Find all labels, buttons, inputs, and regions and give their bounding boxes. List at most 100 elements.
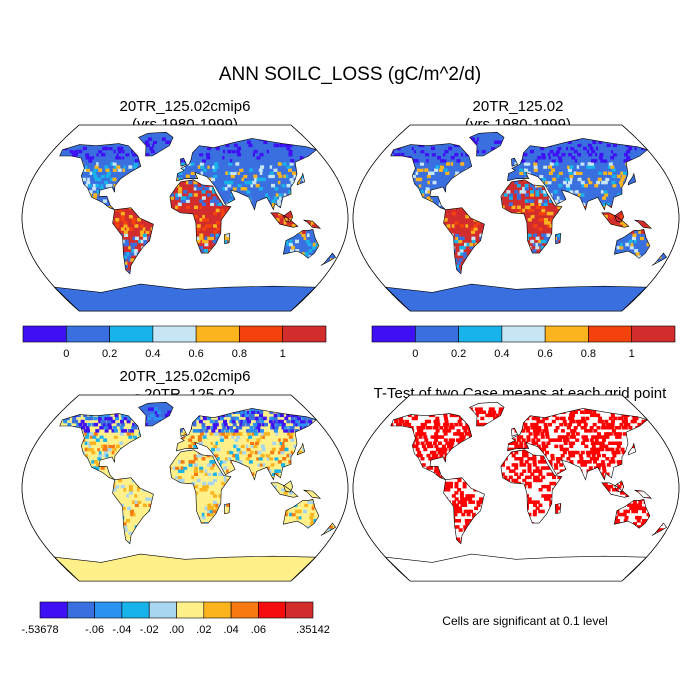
colorbar-3-label: .00 [169,624,184,636]
map-3-uk-coast [180,427,188,437]
map-3-new-guinea [303,490,321,499]
colorbar-1-label: 0.8 [232,348,247,360]
map-2-new-guinea-coast [634,219,653,229]
map-4-new-guinea-coast [634,489,653,499]
map-2-borneo [614,210,624,223]
map-2-africa-coast [500,179,563,254]
colorbar-2-bin [588,325,633,343]
map-3-south-america-coast [112,477,154,545]
colorbar-3-label: .35142 [296,624,330,636]
colorbar-3-bin [258,601,286,619]
map-3-australia [283,499,319,529]
colorbar-3-bin [67,601,95,619]
colorbar-2-bin [414,325,459,343]
colorbar-3-bin [94,601,123,619]
map-2-greenland-coast [469,131,505,157]
colorbar-3-bin [285,601,314,619]
significance-note: Cells are significant at 0.1 level [442,614,608,628]
map-3-antarctica-coast [53,553,317,582]
map-1-japan-coast [296,172,306,186]
main-title: ANN SOILC_LOSS (gC/m^2/d) [218,64,482,85]
map-3-borneo-coast [283,480,294,493]
map-1-uk-coast [180,157,188,167]
map-1-north-america [59,143,141,210]
colorbar-2-bin [371,325,416,343]
colorbar-1-bin [282,325,327,343]
map-2-madagascar-coast [555,233,562,245]
map-3-greenland-coast [138,401,174,427]
map-4-indonesia-coast [601,482,630,498]
map-2-australia-coast [613,229,651,259]
colorbar-3-bin [203,601,232,619]
map-3-north-america-coast [59,413,142,480]
map-1-new-zealand-coast [320,252,337,266]
colorbar-3-label: -.02 [140,624,159,636]
colorbar-3-bin [230,601,259,619]
colorbar-2-label: 0 [412,348,418,360]
map-4-japan-coast [627,442,637,456]
map-1-new-guinea-coast [303,219,322,229]
colorbar-2-label: 0.6 [537,348,552,360]
map-1-indonesia-coast [270,212,299,228]
map-1-north-america-coast [59,143,142,210]
map-1-africa-coast [169,179,232,254]
map-1-new-zealand [320,253,336,266]
colorbar-1-bin [109,325,154,343]
colorbar-3-bin [148,601,177,619]
colorbar-1-bin [195,325,240,343]
colorbar-2-bin [458,325,503,343]
map-1-europe-asia-coast [176,138,318,211]
map-2-japan-coast [627,172,637,186]
map-4-madagascar-coast [555,503,562,515]
map-4-africa-coast [500,449,563,524]
colorbar-1-label: 0.4 [145,348,160,360]
map-4-europe-asia-coast [507,408,649,481]
map-4-new-guinea [634,490,652,499]
colorbar-1-bin [22,325,67,343]
map-2-antarctica-coast [384,283,648,312]
colorbar-1-bin [152,325,197,343]
colorbar-3-label: .02 [196,624,211,636]
map-2-antarctica [385,284,647,311]
colorbar-2-bin [631,325,676,343]
map-2-uk-coast [511,157,519,167]
map-2-north-america-coast [390,143,473,210]
map-4-greenland-coast [469,401,505,427]
map-2-south-america-coast [443,207,485,275]
map-3-new-zealand-coast [320,522,337,536]
panel-3-title-line-1: 20TR_125.02cmip6 [119,368,251,385]
map-3-japan-coast [296,442,306,456]
map-1-borneo-coast [283,210,294,223]
map-3-europe-asia-coast [176,408,318,481]
colorbar-3-bin [121,601,150,619]
map-3-africa-coast [169,449,232,524]
map-4-north-america-coast [390,413,473,480]
panel-2-title-line-1: 20TR_125.02 [472,98,564,115]
colorbar-2-bin [544,325,589,343]
colorbar-3-label: -.06 [85,624,104,636]
colorbar-3-bin [39,601,68,619]
map-4-south-america-coast [443,477,485,545]
map-3-new-guinea-coast [303,489,322,499]
map-3-australia-coast [282,499,320,529]
colorbar-1-bin [239,325,283,343]
colorbar-2-label: 0.4 [494,348,509,360]
map-1-madagascar-coast [224,233,231,245]
map-2-new-zealand-coast [651,252,668,266]
map-3-indonesia-coast [270,482,299,498]
panel-1-title-line-1: 20TR_125.02cmip6 [119,98,251,115]
colorbar-2-label: 0.2 [451,348,466,360]
colorbar-1-label: 0.6 [188,348,203,360]
colorbar-1-label: 0.2 [102,348,117,360]
map-1-greenland-coast [138,131,174,157]
map-2-borneo-coast [614,210,625,223]
colorbar-3-label: .04 [223,624,238,636]
colorbar-3-label: -.04 [112,624,131,636]
map-1-antarctica [54,284,316,311]
map-1-antarctica-coast [53,283,317,312]
colorbar-3-bin [176,601,205,619]
map-4-antarctica-coast [384,553,648,582]
map-4-australia-coast [613,499,651,529]
map-3-antarctica [54,554,316,581]
